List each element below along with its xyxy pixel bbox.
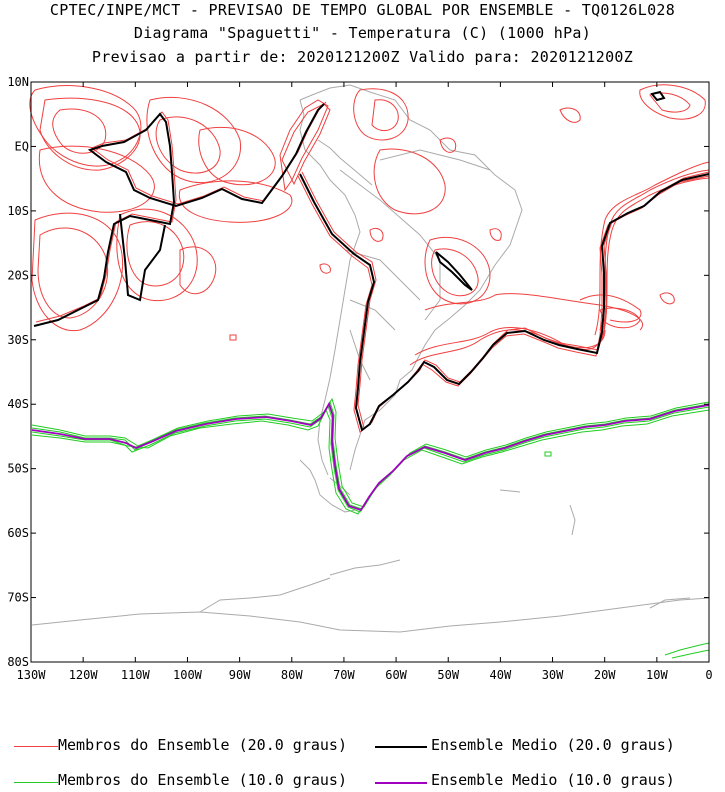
ensemble-mean-10 [31, 401, 710, 512]
lon-label: 50W [437, 668, 459, 682]
ensemble-mean-20 [33, 90, 710, 432]
legend-swatch-mean-10 [375, 782, 427, 784]
legend-swatch-members-20 [14, 746, 58, 747]
legend-swatch-members-10 [14, 782, 58, 783]
title-line-2: Diagrama "Spaguetti" - Temperatura (C) (… [133, 24, 592, 42]
lon-label: 130W [17, 668, 47, 682]
lat-label: 80S [7, 655, 29, 669]
lon-label: 10W [646, 668, 668, 682]
lon-label: 20W [594, 668, 616, 682]
members-10-contours [31, 397, 710, 659]
lon-label: 40W [490, 668, 512, 682]
lat-label: 20S [7, 268, 29, 282]
legend-label-members-10: Membros do Ensemble (10.0 graus) [58, 771, 347, 789]
lon-label: 100W [173, 668, 203, 682]
lon-label: 110W [121, 668, 151, 682]
members-20-cluster [35, 101, 710, 433]
legend-label-mean-20: Ensemble Medio (20.0 graus) [431, 736, 675, 754]
lon-label: 80W [281, 668, 303, 682]
title-line-1: CPTEC/INPE/MCT - PREVISAO DE TEMPO GLOBA… [49, 1, 676, 19]
legend-label-mean-10: Ensemble Medio (10.0 graus) [431, 771, 675, 789]
lat-label: 30S [7, 333, 29, 347]
lat-label: EQ [15, 139, 29, 153]
lon-label: 120W [69, 668, 99, 682]
lon-label: 30W [542, 668, 564, 682]
lon-label: 0 [705, 668, 712, 682]
legend-label-members-20: Membros do Ensemble (20.0 graus) [58, 736, 347, 754]
lon-label: 70W [333, 668, 355, 682]
lat-label: 50S [7, 462, 29, 476]
members-20-contours [29, 84, 710, 366]
lon-label: 90W [229, 668, 251, 682]
title-line-3: Previsao a partir de: 2020121200Z Valido… [91, 48, 634, 66]
plot-frame [30, 81, 710, 663]
lon-label: 60W [385, 668, 407, 682]
lat-label: 60S [7, 526, 29, 540]
lat-label: 40S [7, 397, 29, 411]
lat-label: 70S [7, 591, 29, 605]
lat-label: 10S [7, 204, 29, 218]
lat-label: 10N [7, 75, 29, 89]
coastlines [31, 84, 710, 633]
legend-swatch-mean-20 [375, 746, 427, 748]
